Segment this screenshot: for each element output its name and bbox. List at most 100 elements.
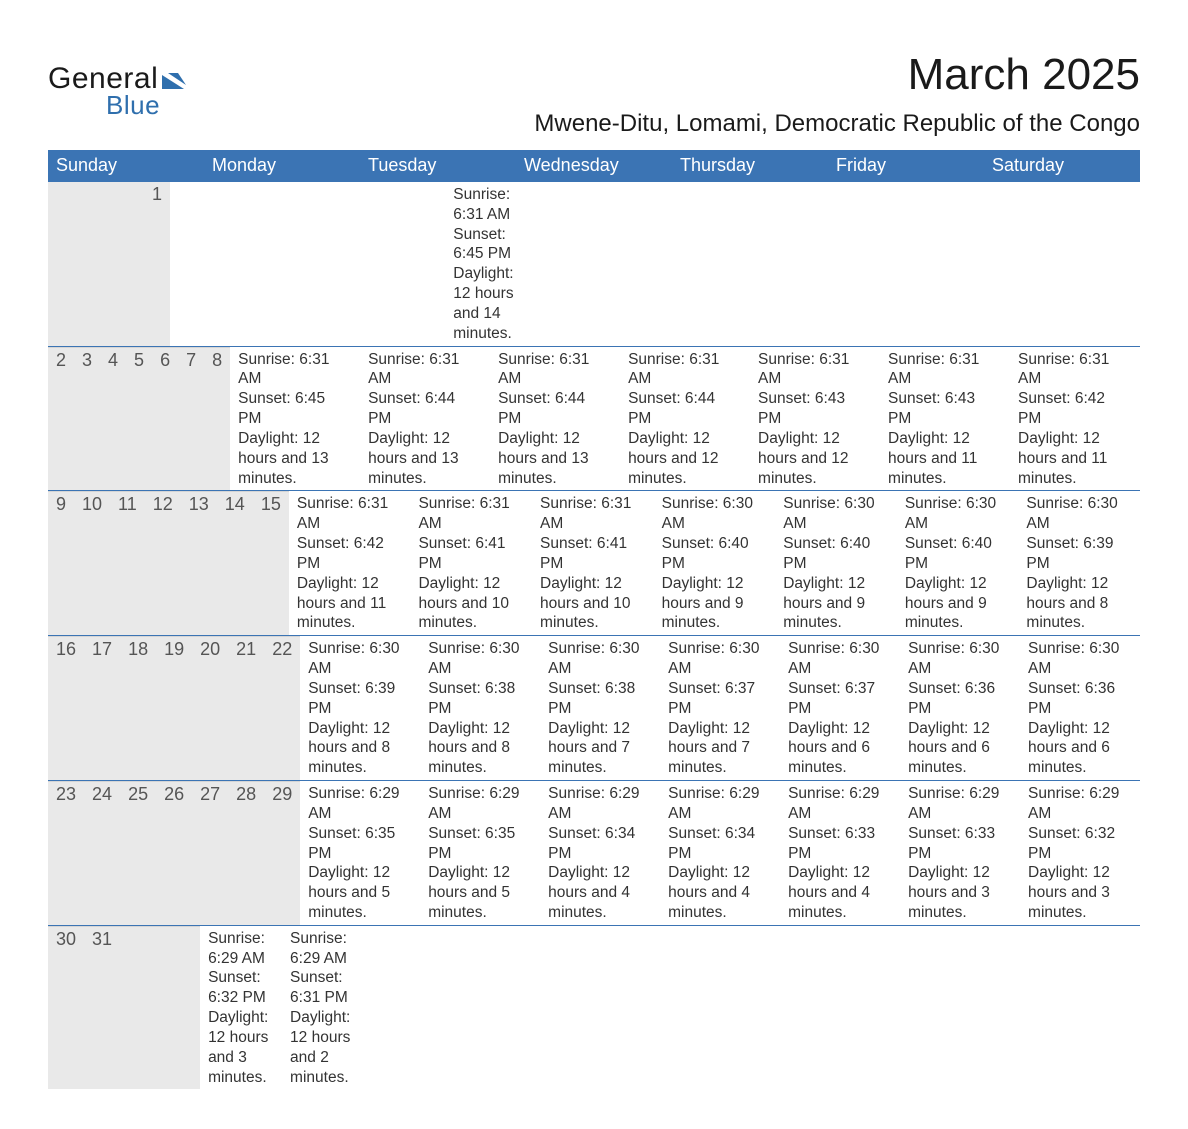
sunrise-text: Sunrise: 6:30 AM (668, 639, 772, 679)
sunrise-text: Sunrise: 6:31 AM (418, 494, 524, 534)
day-header-row: Sunday Monday Tuesday Wednesday Thursday… (48, 150, 1140, 182)
daylight-text: Daylight: 12 hours and 12 minutes. (628, 429, 742, 488)
daylight-text: Daylight: 12 hours and 3 minutes. (1028, 863, 1132, 922)
day-header-saturday: Saturday (984, 150, 1140, 182)
sunset-text: Sunset: 6:32 PM (1028, 824, 1132, 864)
day-detail-cell: Sunrise: 6:30 AMSunset: 6:38 PMDaylight:… (420, 636, 540, 780)
daylight-text: Daylight: 12 hours and 11 minutes. (888, 429, 1002, 488)
daylight-text: Daylight: 12 hours and 8 minutes. (428, 719, 532, 778)
daylight-text: Daylight: 12 hours and 4 minutes. (668, 863, 772, 922)
sunset-text: Sunset: 6:40 PM (662, 534, 768, 574)
daylight-text: Daylight: 12 hours and 9 minutes. (662, 574, 768, 633)
day-detail-cell: Sunrise: 6:30 AMSunset: 6:36 PMDaylight:… (900, 636, 1020, 780)
day-detail-cell: Sunrise: 6:31 AMSunset: 6:43 PMDaylight:… (880, 347, 1010, 491)
details-row: Sunrise: 6:30 AMSunset: 6:39 PMDaylight:… (300, 636, 1140, 780)
sunrise-text: Sunrise: 6:30 AM (1028, 639, 1132, 679)
day-number (168, 927, 184, 1090)
sunset-text: Sunset: 6:38 PM (428, 679, 532, 719)
header: General Blue March 2025 Mwene-Ditu, Loma… (48, 50, 1140, 138)
day-number (64, 182, 80, 346)
details-row: Sunrise: 6:31 AMSunset: 6:42 PMDaylight:… (289, 491, 1140, 635)
sunset-text: Sunset: 6:34 PM (668, 824, 772, 864)
logo: General Blue (48, 62, 196, 121)
sunset-text: Sunset: 6:44 PM (368, 389, 482, 429)
day-number (136, 927, 152, 1090)
sunset-text: Sunset: 6:40 PM (783, 534, 889, 574)
day-number: 18 (120, 637, 156, 780)
daynum-row: 23242526272829 (48, 781, 300, 925)
sunrise-text: Sunrise: 6:29 AM (1028, 784, 1132, 824)
day-detail-cell (528, 926, 610, 1090)
week-row: 1 Sunrise: 6:31 AMSunset: 6:45 PMDaylight… (48, 182, 1140, 347)
day-number: 4 (100, 348, 126, 491)
day-number: 26 (156, 782, 192, 925)
logo-text-blue: Blue (106, 90, 160, 121)
sunset-text: Sunset: 6:33 PM (788, 824, 892, 864)
daylight-text: Daylight: 12 hours and 7 minutes. (668, 719, 772, 778)
calendar: Sunday Monday Tuesday Wednesday Thursday… (48, 150, 1140, 1089)
daylight-text: Daylight: 12 hours and 13 minutes. (498, 429, 612, 488)
day-header-thursday: Thursday (672, 150, 828, 182)
daylight-text: Daylight: 12 hours and 6 minutes. (788, 719, 892, 778)
daylight-text: Daylight: 12 hours and 13 minutes. (368, 429, 482, 488)
week-row: 23242526272829Sunrise: 6:29 AMSunset: 6:… (48, 781, 1140, 926)
day-number: 28 (228, 782, 264, 925)
day-number: 19 (156, 637, 192, 780)
sunset-text: Sunset: 6:36 PM (1028, 679, 1132, 719)
day-number: 30 (48, 927, 84, 1090)
daylight-text: Daylight: 12 hours and 8 minutes. (1026, 574, 1132, 633)
sunrise-text: Sunrise: 6:29 AM (308, 784, 412, 824)
sunrise-text: Sunrise: 6:29 AM (290, 929, 356, 969)
day-number: 24 (84, 782, 120, 925)
day-detail-cell (216, 182, 262, 346)
day-number: 15 (253, 492, 289, 635)
sunrise-text: Sunrise: 6:29 AM (548, 784, 652, 824)
day-detail-cell: Sunrise: 6:29 AMSunset: 6:34 PMDaylight:… (660, 781, 780, 925)
day-detail-cell: Sunrise: 6:29 AMSunset: 6:32 PMDaylight:… (1020, 781, 1140, 925)
day-number (152, 927, 168, 1090)
sunset-text: Sunset: 6:33 PM (908, 824, 1012, 864)
sunrise-text: Sunrise: 6:30 AM (905, 494, 1011, 534)
day-detail-cell: Sunrise: 6:29 AMSunset: 6:35 PMDaylight:… (300, 781, 420, 925)
day-detail-cell: Sunrise: 6:31 AMSunset: 6:42 PMDaylight:… (1010, 347, 1140, 491)
sunrise-text: Sunrise: 6:31 AM (758, 350, 872, 390)
sunset-text: Sunset: 6:44 PM (628, 389, 742, 429)
logo-shape-icon (162, 69, 196, 94)
daylight-text: Daylight: 12 hours and 9 minutes. (783, 574, 889, 633)
day-header-sunday: Sunday (48, 150, 204, 182)
day-detail-cell (399, 182, 445, 346)
daylight-text: Daylight: 12 hours and 4 minutes. (788, 863, 892, 922)
day-number: 6 (152, 348, 178, 491)
day-number (48, 182, 64, 346)
sunset-text: Sunset: 6:41 PM (540, 534, 646, 574)
day-detail-cell (364, 926, 446, 1090)
sunset-text: Sunset: 6:40 PM (905, 534, 1011, 574)
day-number: 2 (48, 348, 74, 491)
daylight-text: Daylight: 12 hours and 7 minutes. (548, 719, 652, 778)
sunrise-text: Sunrise: 6:29 AM (908, 784, 1012, 824)
sunrise-text: Sunrise: 6:29 AM (208, 929, 274, 969)
sunrise-text: Sunrise: 6:31 AM (628, 350, 742, 390)
day-header-wednesday: Wednesday (516, 150, 672, 182)
sunset-text: Sunset: 6:37 PM (788, 679, 892, 719)
day-number: 9 (48, 492, 74, 635)
day-number: 1 (144, 182, 170, 346)
sunset-text: Sunset: 6:37 PM (668, 679, 772, 719)
details-row: Sunrise: 6:29 AMSunset: 6:35 PMDaylight:… (300, 781, 1140, 925)
day-number (112, 182, 128, 346)
day-detail-cell (170, 182, 216, 346)
sunrise-text: Sunrise: 6:29 AM (428, 784, 532, 824)
day-detail-cell: Sunrise: 6:30 AMSunset: 6:40 PMDaylight:… (897, 491, 1019, 635)
day-header-tuesday: Tuesday (360, 150, 516, 182)
day-detail-cell: Sunrise: 6:31 AMSunset: 6:45 PMDaylight:… (445, 182, 521, 346)
day-number: 12 (145, 492, 181, 635)
week-row: 16171819202122Sunrise: 6:30 AMSunset: 6:… (48, 636, 1140, 781)
day-detail-cell: Sunrise: 6:30 AMSunset: 6:37 PMDaylight:… (780, 636, 900, 780)
day-detail-cell: Sunrise: 6:31 AMSunset: 6:45 PMDaylight:… (230, 347, 360, 491)
day-header-monday: Monday (204, 150, 360, 182)
day-detail-cell: Sunrise: 6:29 AMSunset: 6:33 PMDaylight:… (780, 781, 900, 925)
day-detail-cell: Sunrise: 6:31 AMSunset: 6:41 PMDaylight:… (410, 491, 532, 635)
sunrise-text: Sunrise: 6:30 AM (783, 494, 889, 534)
day-number: 21 (228, 637, 264, 780)
day-detail-cell: Sunrise: 6:31 AMSunset: 6:44 PMDaylight:… (360, 347, 490, 491)
